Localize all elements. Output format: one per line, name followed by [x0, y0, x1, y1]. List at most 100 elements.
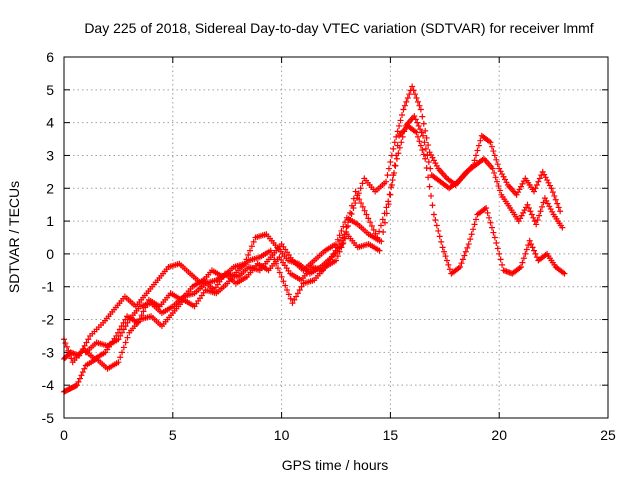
data-point-marker [528, 241, 535, 248]
data-point-marker [354, 192, 361, 199]
data-point-marker [338, 244, 345, 251]
data-point-marker [380, 229, 387, 236]
data-point-marker [433, 222, 440, 229]
data-point-marker [83, 339, 90, 346]
data-point-marker [284, 287, 291, 294]
data-point-marker [333, 257, 339, 264]
data-point-marker [359, 180, 366, 187]
data-point-marker [140, 308, 147, 315]
data-point-marker [527, 208, 534, 215]
data-point-marker [526, 237, 533, 244]
data-point-marker [503, 179, 510, 186]
data-point-marker [500, 173, 507, 180]
data-point-marker [117, 332, 124, 339]
data-point-marker [515, 189, 522, 196]
data-point-marker [522, 250, 529, 257]
data-point-marker [414, 133, 421, 140]
data-point-marker [493, 239, 500, 246]
data-point-marker [475, 142, 482, 149]
data-point-marker [529, 244, 536, 251]
data-point-marker [280, 278, 287, 285]
data-point-marker [493, 156, 500, 163]
data-point-marker [124, 334, 131, 341]
data-point-marker [525, 204, 532, 211]
data-point-marker [430, 211, 437, 218]
data-point-marker [120, 326, 127, 333]
data-point-marker [519, 180, 526, 187]
data-point-marker [115, 359, 122, 366]
data-point-marker [535, 178, 542, 185]
data-point-marker [492, 174, 499, 181]
data-point-marker [520, 255, 527, 262]
data-point-marker [282, 282, 289, 289]
data-point-marker [365, 215, 372, 222]
data-point-marker [352, 188, 359, 195]
data-point-marker [381, 219, 388, 226]
data-point-marker [532, 185, 539, 192]
data-point-marker [546, 182, 553, 189]
data-point-marker [422, 155, 429, 162]
data-point-marker [414, 98, 421, 105]
data-point-marker [490, 148, 497, 155]
data-point-marker [554, 200, 561, 207]
data-point-marker [541, 171, 548, 178]
data-point-marker [487, 139, 494, 146]
data-point-marker [119, 329, 126, 336]
data-point-marker [347, 209, 354, 216]
data-point-marker [418, 129, 425, 136]
data-point-marker [376, 237, 383, 244]
data-point-marker [358, 200, 365, 207]
data-point-marker [390, 145, 397, 152]
data-point-marker [488, 143, 495, 150]
data-point-marker [333, 241, 339, 248]
data-point-marker [334, 253, 341, 260]
data-point-marker [525, 242, 532, 249]
data-point-marker [436, 233, 443, 240]
data-point-marker [390, 172, 397, 179]
data-point-marker [377, 222, 384, 229]
data-point-marker [357, 185, 364, 192]
y-tick-label: 3 [46, 147, 54, 163]
series-track-c [61, 122, 568, 395]
data-point-marker [531, 218, 538, 225]
data-point-marker [470, 226, 477, 233]
data-point-marker [488, 224, 495, 231]
data-point-marker [376, 247, 383, 254]
data-point-marker [517, 264, 524, 271]
data-point-marker [472, 152, 479, 159]
data-point-marker [457, 264, 464, 271]
data-point-marker [78, 372, 85, 379]
data-point-marker [555, 204, 562, 211]
data-point-marker [120, 344, 127, 351]
data-point-marker [289, 300, 296, 307]
data-point-marker [122, 339, 129, 346]
data-point-marker [496, 165, 503, 172]
data-point-marker [432, 216, 439, 223]
data-point-marker [502, 176, 509, 183]
x-tick-label: 10 [274, 427, 290, 443]
data-point-marker [557, 208, 564, 215]
data-point-marker [472, 216, 479, 223]
data-point-marker [400, 106, 407, 113]
data-point-marker [383, 204, 390, 211]
data-point-marker [122, 323, 129, 330]
data-point-marker [424, 152, 431, 159]
data-point-marker [425, 159, 432, 166]
data-point-marker [439, 244, 446, 251]
data-point-marker [465, 241, 472, 248]
data-point-marker [76, 375, 83, 382]
data-point-marker [348, 210, 355, 217]
data-point-marker [438, 238, 445, 245]
data-point-marker [458, 260, 465, 267]
data-point-marker [85, 336, 92, 343]
data-point-marker [544, 200, 551, 207]
data-point-marker [496, 250, 503, 257]
data-point-marker [477, 137, 484, 144]
y-tick-label: -3 [42, 344, 55, 360]
series-track-d [82, 214, 383, 356]
data-point-marker [533, 221, 540, 228]
data-point-marker [66, 351, 73, 358]
data-point-marker [497, 168, 504, 175]
data-point-marker [538, 203, 545, 210]
data-point-marker [293, 293, 300, 300]
